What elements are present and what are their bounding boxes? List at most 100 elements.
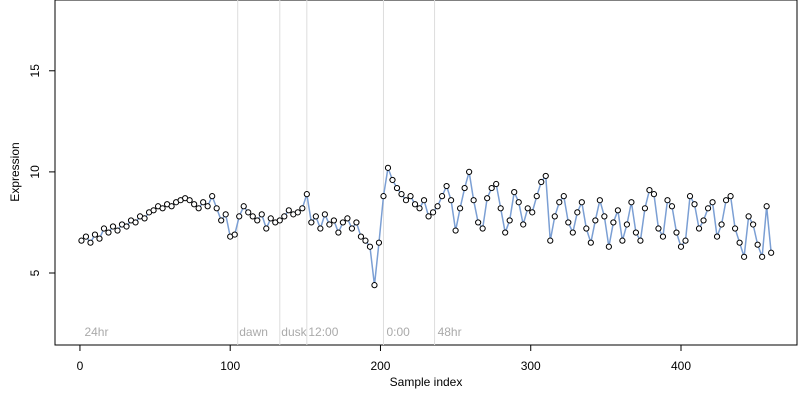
point — [718, 221, 725, 228]
point — [317, 225, 324, 232]
point — [727, 193, 734, 200]
point — [556, 199, 563, 206]
point — [308, 219, 315, 226]
plot-frame — [54, 0, 798, 346]
point — [245, 209, 252, 216]
point — [348, 225, 356, 232]
point — [249, 213, 256, 220]
point — [425, 213, 432, 220]
point — [375, 239, 383, 246]
point — [466, 168, 473, 175]
point — [709, 199, 716, 206]
point — [82, 233, 90, 240]
point — [402, 197, 410, 204]
point — [123, 223, 130, 230]
point — [664, 197, 671, 204]
point — [547, 237, 554, 244]
point — [114, 227, 121, 234]
point — [700, 217, 707, 224]
point — [326, 221, 333, 228]
point — [457, 205, 464, 212]
point — [754, 241, 761, 248]
point — [722, 197, 730, 204]
point — [488, 184, 495, 192]
point — [353, 219, 360, 226]
point — [312, 213, 319, 220]
point — [231, 231, 238, 238]
point — [750, 221, 757, 228]
point — [502, 229, 509, 236]
point — [741, 253, 748, 260]
point — [524, 205, 531, 212]
x-tick-label: 100 — [220, 359, 240, 373]
point — [452, 227, 459, 234]
point — [339, 219, 347, 226]
point — [686, 193, 694, 200]
point — [240, 203, 247, 210]
point — [416, 205, 423, 212]
point — [484, 195, 491, 202]
series-line — [80, 164, 772, 286]
point — [438, 193, 446, 200]
y-tick-label: 15 — [28, 64, 42, 78]
point — [218, 217, 225, 224]
point — [447, 197, 455, 204]
point — [515, 199, 522, 206]
point — [605, 243, 612, 250]
point — [560, 193, 567, 200]
point — [731, 225, 739, 232]
y-tick-label: 5 — [28, 269, 42, 276]
annotation: dawn — [239, 325, 268, 339]
point — [263, 225, 270, 232]
point — [91, 231, 99, 238]
point — [141, 215, 148, 222]
point — [470, 197, 477, 204]
point — [475, 219, 482, 226]
point — [344, 215, 351, 222]
point — [434, 203, 441, 210]
point — [213, 205, 220, 212]
point — [511, 189, 518, 196]
point — [713, 233, 721, 240]
point — [565, 219, 572, 226]
point — [191, 201, 198, 208]
point — [497, 205, 504, 212]
point — [380, 193, 387, 200]
point — [759, 253, 766, 260]
point — [407, 193, 414, 200]
point — [736, 239, 743, 246]
point — [420, 197, 428, 204]
point — [583, 225, 590, 232]
point — [236, 213, 243, 220]
point — [335, 229, 342, 236]
point — [200, 199, 207, 206]
x-tick-label: 200 — [370, 359, 390, 373]
point — [109, 223, 117, 230]
point — [429, 209, 437, 216]
point — [87, 239, 94, 246]
point — [186, 197, 193, 204]
point — [704, 205, 712, 212]
point — [443, 182, 450, 190]
point — [105, 229, 112, 236]
point — [637, 237, 644, 244]
annotation: 12:00 — [308, 325, 338, 339]
point — [542, 172, 549, 180]
point — [330, 217, 337, 224]
x-tick-label: 300 — [521, 359, 541, 373]
point — [768, 249, 775, 256]
point — [677, 243, 685, 250]
point — [461, 184, 468, 192]
point — [763, 203, 770, 210]
point — [371, 282, 378, 289]
x-tick-label: 400 — [671, 359, 691, 373]
point — [303, 191, 310, 198]
point — [596, 197, 603, 204]
point — [281, 213, 288, 220]
point — [294, 209, 301, 216]
point — [592, 217, 599, 224]
point — [411, 201, 419, 208]
point — [159, 205, 166, 212]
point — [520, 221, 527, 228]
point — [574, 209, 581, 216]
